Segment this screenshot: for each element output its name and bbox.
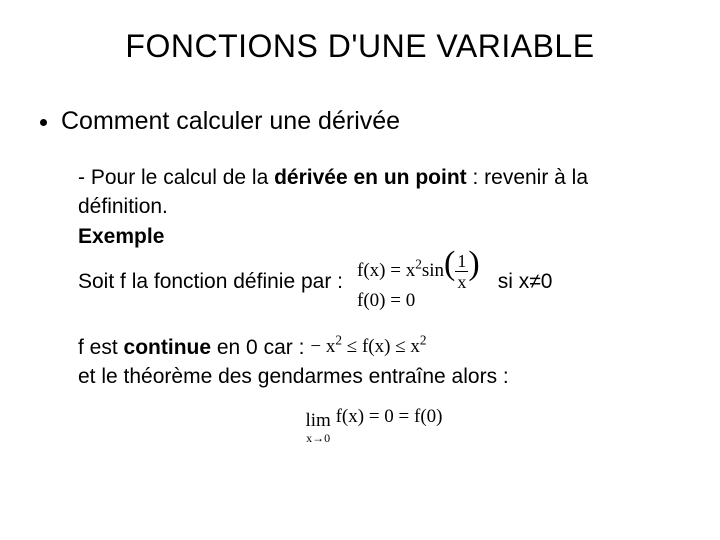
line1-bold: dérivée en un point [274, 166, 467, 189]
definition-line-2: définition. [78, 193, 670, 220]
inequality-math: − x2 ≤ f(x) ≤ x2 [310, 335, 426, 360]
frac-den: x [455, 273, 468, 291]
continuity-text: f est continue en 0 car : [78, 334, 304, 361]
soit-prefix: Soit f la fonction définie par : [78, 268, 343, 295]
ineq-mid: ≤ f(x) ≤ x [342, 336, 420, 357]
line1-prefix: - Pour le calcul de la [78, 166, 274, 189]
fx-sup: 2 [415, 257, 422, 272]
ineq-sup-2: 2 [420, 333, 427, 348]
ineq-left: − x [310, 336, 335, 357]
bullet-dot-icon [40, 119, 47, 126]
lim-sub: x→0 [306, 432, 330, 444]
fx-eq: f(x) = x [357, 260, 415, 281]
f0-expression: f(0) = 0 [357, 291, 480, 312]
piecewise-math: f(x) = x2sin(1x) f(0) = 0 [357, 252, 480, 312]
lim-word: lim [306, 411, 331, 430]
bullet-text: Comment calculer une dérivée [61, 107, 400, 136]
function-definition-row: Soit f la fonction définie par : f(x) = … [78, 252, 670, 312]
si-suffix: si x≠0 [498, 268, 553, 295]
right-paren-icon: ) [468, 250, 479, 277]
bullet-item: Comment calculer une dérivée [40, 107, 720, 136]
page-title: FONCTIONS D'UNE VARIABLE [0, 0, 720, 65]
lim-stack: lim x→0 [306, 411, 331, 444]
lim-rhs: f(x) = 0 = f(0) [336, 406, 443, 427]
cont-bold: continue [124, 336, 212, 359]
cont-suffix: en 0 car : [211, 336, 304, 359]
definition-line-1: - Pour le calcul de la dérivée en un poi… [78, 164, 670, 191]
left-paren-icon: ( [444, 250, 455, 277]
body-content: - Pour le calcul de la dérivée en un poi… [78, 164, 670, 440]
limit-expression: lim x→0 f(x) = 0 = f(0) [78, 405, 670, 440]
line1-suffix: : revenir à la [467, 166, 588, 189]
theorem-line: et le théorème des gendarmes entraîne al… [78, 363, 670, 390]
fraction: 1x [455, 252, 468, 291]
fx-expression: f(x) = x2sin(1x) [357, 252, 480, 291]
exemple-label: Exemple [78, 223, 670, 250]
frac-num: 1 [455, 252, 468, 270]
continuity-row: f est continue en 0 car : − x 2 ≤ f(x) ≤ … [78, 334, 670, 361]
fx-sin: sin [422, 260, 444, 281]
cont-prefix: f est [78, 336, 124, 359]
